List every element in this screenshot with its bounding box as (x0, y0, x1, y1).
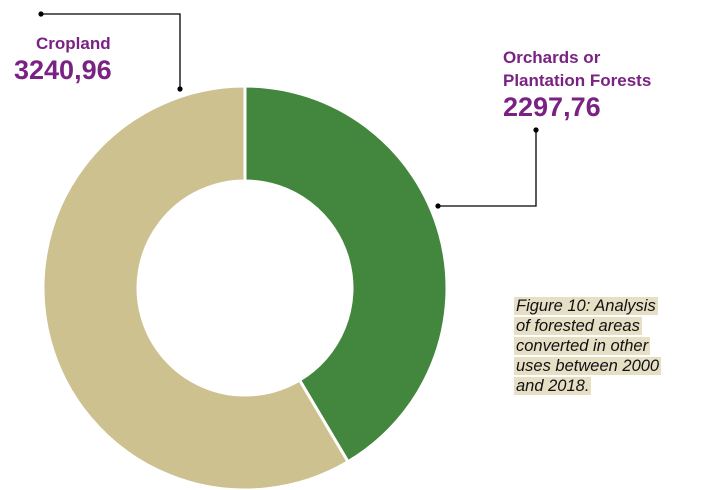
caption-line-2: of forested areas (514, 317, 642, 335)
cropland-label: Cropland 3240,96 (14, 32, 112, 85)
caption-line-1: Figure 10: Analysis (514, 297, 658, 315)
leader-line-cropland (41, 13, 181, 89)
figure-caption: Figure 10: Analysis of forested areas co… (514, 296, 703, 396)
leader-line-orchards (438, 130, 537, 207)
leader-line-cropland-dot-2 (177, 86, 183, 92)
orchards-name-line2: Plantation Forests (503, 71, 652, 90)
orchards-name-line1: Orchards or (503, 48, 601, 67)
leader-line-orchards-dot-1 (533, 127, 539, 133)
caption-line-3: converted in other (514, 337, 651, 355)
orchards-value: 2297,76 (503, 92, 601, 122)
cropland-name: Cropland (36, 34, 111, 53)
cropland-value: 3240,96 (14, 55, 112, 85)
orchards-label: Orchards or Plantation Forests 2297,76 (503, 46, 651, 122)
slice-cropland (41, 84, 351, 490)
leader-line-cropland-dot-1 (38, 11, 44, 17)
caption-line-5: and 2018. (514, 377, 592, 395)
caption-line-4: uses between 2000 (514, 357, 662, 375)
leader-line-orchards-dot-2 (435, 203, 441, 209)
slice-orchards (243, 84, 449, 464)
